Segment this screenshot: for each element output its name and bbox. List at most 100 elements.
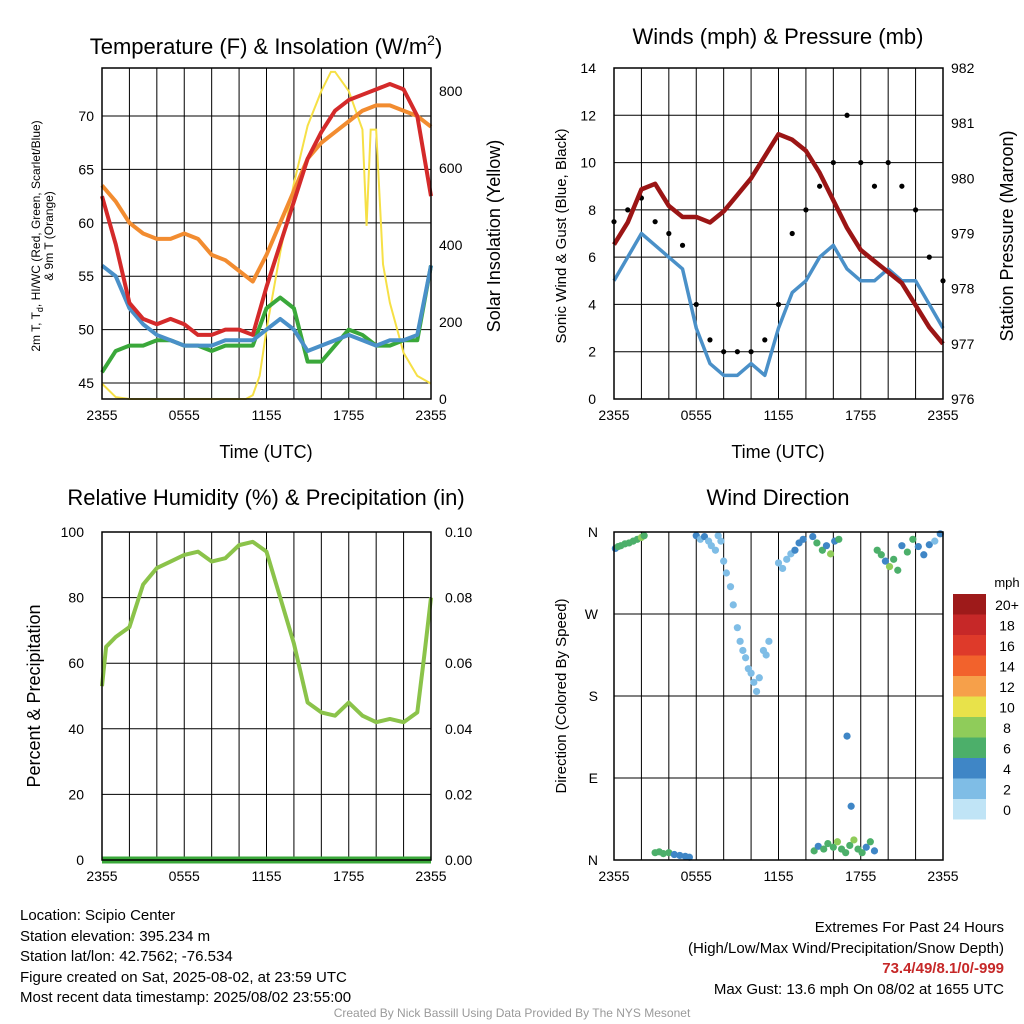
- temperature-title: Temperature (F) & Insolation (W/m2): [90, 32, 443, 59]
- direction-point: [813, 539, 821, 547]
- direction-point: [858, 849, 866, 857]
- y2-tick-label: 980: [951, 170, 975, 186]
- colorbar-swatch: [953, 696, 986, 717]
- gust-point: [885, 159, 891, 166]
- plot-frame: [101, 67, 432, 400]
- colorbar-swatch: [953, 635, 986, 656]
- temperature-panel: Temperature (F) & Insolation (W/m2) Time…: [29, 32, 504, 462]
- y-tick-label: 12: [580, 107, 596, 123]
- direction-point: [665, 849, 673, 857]
- x-tick-label: 0555: [681, 407, 712, 423]
- colorbar-swatch: [953, 717, 986, 738]
- gust-point: [666, 230, 672, 237]
- direction-point: [670, 850, 678, 859]
- direction-point: [881, 557, 890, 565]
- direction-point: [779, 564, 787, 573]
- direction-point: [826, 550, 835, 558]
- direction-point: [809, 532, 817, 541]
- gust-point: [762, 337, 768, 343]
- y2-tick-label: 0.04: [445, 721, 472, 737]
- direction-point: [729, 601, 737, 609]
- gust-point: [899, 183, 905, 189]
- y2-tick-label: 0.08: [445, 590, 472, 606]
- plot-frame: [613, 67, 944, 400]
- direction-panel: Wind Direction Direction (Colored By Spe…: [553, 485, 1020, 884]
- direction-title: Wind Direction: [706, 485, 849, 510]
- speed-colorbar: 20+ 18 16 14 12 10 8 6 4 2 0: [953, 594, 1019, 820]
- colorbar-swatch: [953, 676, 986, 697]
- colorbar-label: 16: [999, 638, 1015, 654]
- winds-xlabel: Time (UTC): [731, 442, 824, 462]
- winds-ylabel-right: Station Pressure (Maroon): [997, 130, 1017, 341]
- gust-point: [652, 219, 658, 225]
- direction-point: [747, 669, 755, 677]
- colorbar-swatch: [953, 594, 986, 615]
- direction-point: [774, 559, 783, 567]
- direction-point: [885, 563, 894, 571]
- dewpoint-line: [100, 263, 433, 353]
- x-tick-label: 2355: [86, 868, 117, 884]
- y2-tick-label: 976: [951, 391, 975, 407]
- x-tick-label: 2355: [598, 407, 629, 423]
- y2-tick-label: 0.02: [445, 786, 472, 802]
- y-tick-label: 10: [580, 155, 596, 171]
- direction-point: [920, 551, 928, 559]
- direction-point: [846, 841, 854, 850]
- direction-point: [739, 646, 747, 655]
- gust-point: [830, 159, 836, 166]
- direction-point: [890, 555, 898, 563]
- station-elevation: Station elevation: 395.234 m: [20, 927, 211, 945]
- gust-point: [844, 112, 850, 118]
- y-tick-label: 2: [588, 344, 596, 360]
- wind-speed-line: [612, 231, 945, 378]
- y-tick-label: 0: [76, 852, 84, 868]
- direction-point: [742, 654, 750, 662]
- direction-point: [733, 624, 741, 632]
- colorbar-label: 6: [1003, 741, 1011, 757]
- y2-tick-label: 978: [951, 281, 975, 297]
- x-tick-label: 2355: [415, 868, 446, 884]
- direction-point: [717, 537, 725, 545]
- direction-point: [783, 555, 791, 563]
- temperature-line: [100, 82, 433, 337]
- gust-point: [803, 207, 809, 213]
- y-tick-label: 100: [61, 524, 85, 540]
- direction-point: [720, 557, 728, 565]
- colorbar-swatch: [953, 799, 986, 820]
- extremes-heading: Extremes For Past 24 Hours: [814, 919, 1004, 936]
- direction-point: [843, 732, 851, 740]
- direction-point: [814, 842, 822, 850]
- direction-point: [824, 840, 832, 848]
- gust-point: [817, 183, 823, 189]
- colorbar-label: 4: [1003, 761, 1011, 777]
- y2-tick-label: 800: [439, 83, 463, 99]
- direction-point: [765, 637, 773, 645]
- x-tick-label: 1155: [763, 407, 793, 423]
- humidity-ylabel-left: Percent & Precipitation: [24, 604, 44, 787]
- y-tick-label: E: [589, 770, 598, 786]
- gust-point: [858, 159, 864, 166]
- direction-point: [762, 651, 770, 659]
- y2-tick-label: 979: [951, 226, 975, 242]
- y-tick-label: 65: [78, 161, 94, 177]
- direction-point: [833, 838, 842, 846]
- direction-point: [722, 569, 731, 577]
- direction-point: [736, 637, 744, 645]
- x-tick-label: 1755: [333, 868, 364, 884]
- colorbar-swatch: [953, 758, 986, 779]
- recent-timestamp: Most recent data timestamp: 2025/08/02 2…: [20, 989, 352, 1006]
- humidity-line: [100, 539, 433, 725]
- extremes-subheading: (High/Low/Max Wind/Precipitation/Snow De…: [688, 939, 1004, 957]
- y-tick-label: 60: [78, 215, 94, 231]
- direction-point: [877, 551, 885, 559]
- y2-tick-label: 977: [951, 336, 975, 352]
- colorbar-label: 2: [1003, 782, 1011, 798]
- y-tick-label: N: [588, 852, 598, 868]
- temperature-ylabel-left: 2m T, Td, HI/WC (Red, Green, Scarlet/Blu…: [29, 120, 56, 351]
- direction-point: [820, 845, 828, 853]
- y-tick-label: 70: [78, 108, 94, 124]
- x-tick-label: 1155: [251, 407, 281, 423]
- y-tick-label: 50: [78, 322, 94, 338]
- direction-point: [829, 843, 837, 851]
